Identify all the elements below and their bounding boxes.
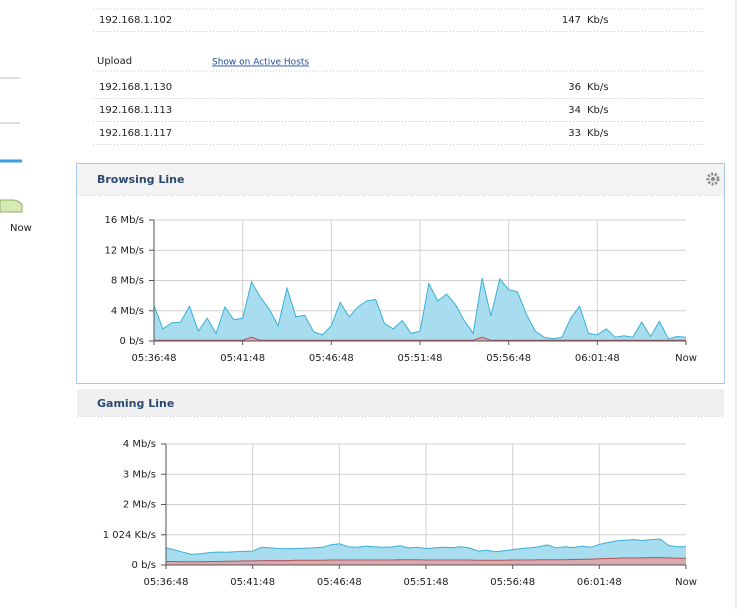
- x-tick-label: 05:41:48: [230, 577, 275, 588]
- upload-header: Upload: [97, 56, 132, 67]
- x-tick-label: Now: [675, 577, 697, 588]
- y-tick-label: 16 Mb/s: [105, 215, 144, 226]
- rate-unit: Kb/s: [587, 105, 608, 116]
- y-tick-label: 1 024 Kb/s: [103, 530, 156, 541]
- ip-address: 192.168.1.117: [99, 128, 172, 139]
- x-tick-label: 05:56:48: [490, 577, 535, 588]
- rate-unit: Kb/s: [587, 128, 608, 139]
- ip-address: 192.168.1.113: [99, 105, 172, 116]
- upload-table: 192.168.1.130 36 Kb/s 192.168.1.113 34 Kb/s 19…: [93, 82, 704, 145]
- y-tick-label: 0 b/s: [120, 336, 144, 347]
- x-tick-label: 05:36:48: [144, 577, 189, 588]
- x-tick-label: 05:51:48: [398, 353, 443, 364]
- settings-icon[interactable]: [706, 172, 720, 186]
- y-tick-label: 0 b/s: [132, 560, 156, 571]
- series-line: [153, 277, 687, 340]
- rate-unit: Kb/s: [587, 15, 608, 26]
- gear[interactable]: [706, 172, 720, 186]
- area-fill: [154, 278, 686, 341]
- y-tick-label: 2 Mb/s: [123, 500, 156, 511]
- rate-value: 33: [568, 128, 581, 139]
- gear-hub[interactable]: [711, 177, 715, 181]
- ip-address: 192.168.1.102: [99, 15, 172, 26]
- panel-header: [77, 164, 724, 195]
- panel-title: Browsing Line: [97, 173, 184, 186]
- ip-address: 192.168.1.130: [99, 82, 172, 93]
- x-tick-label: 05:46:48: [317, 577, 362, 588]
- rate-value: 36: [568, 82, 581, 93]
- x-tick-label: 06:01:48: [575, 353, 620, 364]
- area-fill: [166, 557, 686, 565]
- x-tick-label: 05:51:48: [404, 577, 449, 588]
- panel: [76, 163, 725, 384]
- rate-unit: Kb/s: [587, 82, 608, 93]
- x-tick-label: 05:36:48: [132, 353, 177, 364]
- download-table: 192.168.1.102 147 Kb/s: [93, 15, 704, 32]
- panel-header: [77, 389, 724, 416]
- series-line: [154, 336, 686, 341]
- series-line: [166, 557, 686, 563]
- y-tick-label: 8 Mb/s: [111, 276, 144, 287]
- active-hosts-link[interactable]: Show on Active Hosts: [212, 58, 309, 68]
- sidebar-x-label: Now: [10, 223, 32, 234]
- x-tick-label: 06:01:48: [577, 577, 622, 588]
- x-tick-label: 05:46:48: [309, 353, 354, 364]
- rate-value: 147: [562, 15, 581, 26]
- x-tick-label: 05:41:48: [220, 353, 265, 364]
- x-tick-label: Now: [675, 353, 697, 364]
- y-tick-label: 4 Mb/s: [111, 306, 144, 317]
- x-tick-label: 05:56:48: [486, 353, 531, 364]
- area-fill: [166, 539, 686, 565]
- y-tick-label: 12 Mb/s: [105, 245, 144, 256]
- y-tick-label: 4 Mb/s: [123, 439, 156, 450]
- panel-title: Gaming Line: [97, 397, 174, 410]
- sidebar-area: [0, 199, 23, 213]
- rate-value: 34: [568, 105, 581, 116]
- y-tick-label: 3 Mb/s: [123, 469, 156, 480]
- series-line: [165, 538, 686, 555]
